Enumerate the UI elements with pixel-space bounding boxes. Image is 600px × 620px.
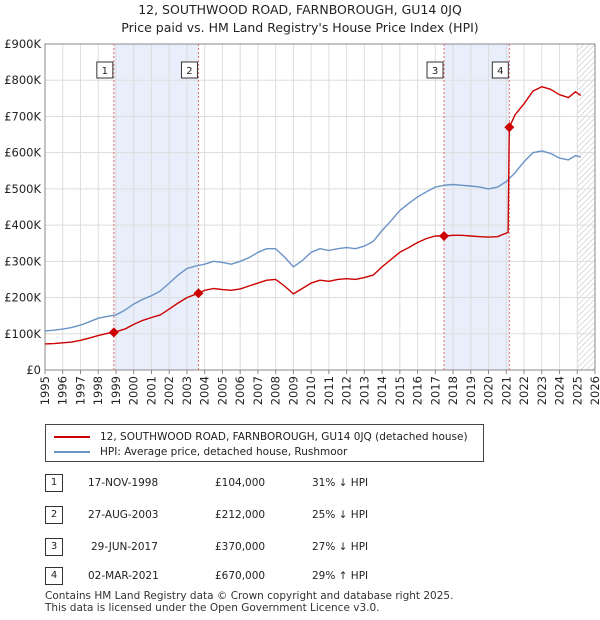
footer-copyright: Contains HM Land Registry data © Crown c…: [45, 590, 454, 602]
legend-swatch-property: [54, 436, 90, 438]
sale-box-label-1: 1: [102, 66, 108, 77]
y-tick-label: £200K: [4, 291, 41, 305]
sale-price: £104,000: [215, 477, 266, 489]
y-tick-label: £500K: [4, 182, 41, 196]
y-tick-label: £100K: [4, 327, 41, 341]
x-tick-label: 2025: [570, 376, 584, 405]
x-tick-label: 2001: [144, 376, 158, 405]
sale-box-4: [491, 61, 509, 79]
sale-number-badge: 2: [45, 506, 63, 524]
sale-number-badge: 1: [45, 474, 63, 492]
x-tick-label: 2013: [357, 376, 371, 405]
x-tick-label: 2010: [304, 376, 318, 405]
sale-box-label-3: 3: [432, 66, 438, 77]
sale-box-label-2: 2: [186, 66, 192, 77]
y-tick-label: £300K: [4, 254, 41, 268]
x-tick-label: 2018: [446, 376, 460, 405]
legend-label-hpi: HPI: Average price, detached house, Rush…: [100, 446, 348, 458]
sale-number-badge: 4: [45, 567, 63, 585]
plot-frame: [44, 43, 596, 371]
legend-label-property: 12, SOUTHWOOD ROAD, FARNBOROUGH, GU14 0J…: [100, 431, 468, 443]
sale-hpi-diff: 31% ↓ HPI: [312, 477, 369, 489]
x-tick-label: 2005: [215, 376, 229, 405]
price-chart: £0 £100K £200K £300K £400K £500K £600K £700K £80…: [4, 37, 600, 405]
chart-subtitle: Price paid vs. HM Land Registry's House …: [121, 20, 479, 35]
x-tick-label: 2009: [286, 376, 300, 405]
y-tick-label: £700K: [4, 109, 41, 123]
x-tick-label: 2011: [322, 376, 336, 405]
x-tick-label: 1996: [56, 376, 70, 405]
sale-row: 3 29-JUN-2017 £370,000 27% ↓ HPI: [0, 538, 600, 558]
legend-swatch-hpi: [54, 451, 90, 453]
x-tick-label: 2002: [162, 376, 176, 405]
x-tick-label: 2019: [464, 376, 478, 405]
sale-price: £212,000: [215, 509, 266, 521]
sale-row: 4 02-MAR-2021 £670,000 29% ↑ HPI: [0, 567, 600, 587]
sale-box-1: [96, 61, 114, 79]
sale-date: 29-JUN-2017: [91, 541, 158, 553]
sale-number-badge: 3: [45, 538, 63, 556]
x-tick-label: 2015: [393, 376, 407, 405]
sale-hpi-diff: 25% ↓ HPI: [312, 509, 369, 521]
x-tick-label: 2017: [428, 376, 442, 405]
sale-point-3: [439, 230, 450, 241]
sale-hpi-diff: 27% ↓ HPI: [312, 541, 369, 553]
x-tick-label: 1995: [38, 376, 52, 405]
sale-date: 27-AUG-2003: [88, 509, 159, 521]
y-tick-label: £400K: [4, 218, 41, 232]
x-tick-label: 2014: [375, 376, 389, 405]
x-tick-label: 1999: [109, 376, 123, 405]
sale-point-4: [504, 122, 515, 133]
x-tick-label: 2007: [251, 376, 265, 405]
sale-row: 1 17-NOV-1998 £104,000 31% ↓ HPI: [0, 474, 600, 494]
y-tick-label: £0: [26, 363, 41, 377]
x-tick-label: 2008: [269, 376, 283, 405]
x-tick-label: 2000: [127, 376, 141, 405]
forecast-hatch: [577, 44, 595, 370]
x-tick-label: 1998: [91, 376, 105, 405]
sale-price: £370,000: [215, 541, 266, 553]
sale-row: 2 27-AUG-2003 £212,000 25% ↓ HPI: [0, 506, 600, 526]
sale-box-label-4: 4: [497, 66, 503, 77]
x-tick-label: 2003: [180, 376, 194, 405]
footer: Contains HM Land Registry data © Crown c…: [45, 590, 453, 614]
sale-box-3: [426, 61, 444, 79]
chart-title: 12, SOUTHWOOD ROAD, FARNBOROUGH, GU14 0J…: [138, 2, 462, 17]
shaded-period-1: [113, 44, 199, 370]
x-tick-label: 2006: [233, 376, 247, 405]
sale-box-2: [180, 61, 198, 79]
shaded-period-2: [444, 44, 510, 370]
x-tick-label: 2026: [588, 376, 600, 405]
y-tick-label: £800K: [4, 73, 41, 87]
legend: 12, SOUTHWOOD ROAD, FARNBOROUGH, GU14 0J…: [45, 424, 484, 462]
x-tick-label: 2024: [553, 376, 567, 405]
x-tick-label: 1997: [73, 376, 87, 405]
x-tick-label: 2023: [535, 376, 549, 405]
sale-price: £670,000: [215, 570, 266, 582]
x-tick-label: 2022: [517, 376, 531, 405]
sale-point-1: [108, 327, 119, 338]
sale-date: 02-MAR-2021: [88, 570, 159, 582]
sale-hpi-diff: 29% ↑ HPI: [312, 570, 369, 582]
series-line-property: [44, 86, 582, 345]
x-tick-label: 2021: [499, 376, 513, 405]
sale-date: 17-NOV-1998: [88, 477, 159, 489]
footer-licence: This data is licensed under the Open Gov…: [45, 602, 380, 614]
y-tick-label: £600K: [4, 146, 41, 160]
y-tick-label: £900K: [4, 37, 41, 51]
sale-point-2: [193, 288, 204, 299]
x-tick-label: 2012: [340, 376, 354, 405]
x-tick-label: 2004: [198, 376, 212, 405]
series-line-hpi: [44, 150, 581, 332]
x-tick-label: 2020: [482, 376, 496, 405]
x-tick-label: 2016: [411, 376, 425, 405]
